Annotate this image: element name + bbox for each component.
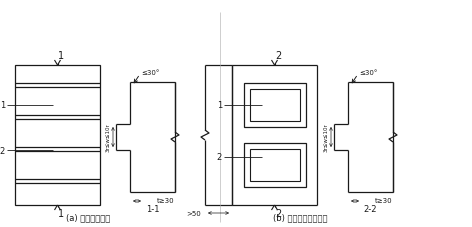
Text: 2: 2 [275,208,282,218]
Text: 1-1: 1-1 [146,205,159,214]
Bar [244,84,306,127]
Text: 3r≤w≤10r: 3r≤w≤10r [106,123,111,152]
Text: >50: >50 [186,210,201,216]
Text: 2: 2 [0,146,5,155]
Text: (b) 键槽（局部）截面: (b) 键槽（局部）截面 [273,212,327,222]
Text: ≤30°: ≤30° [359,70,378,76]
Text: ≤30°: ≤30° [141,70,160,76]
Text: 1: 1 [59,51,65,61]
Bar [250,90,300,121]
Bar [15,66,100,205]
Text: t≥30: t≥30 [157,197,174,203]
Text: 2-2: 2-2 [364,205,377,214]
Bar [250,149,300,181]
Text: 1: 1 [59,208,65,218]
Text: 3r≤w≤10r: 3r≤w≤10r [324,123,329,152]
Bar [244,143,306,187]
Text: 2: 2 [275,51,282,61]
Text: t≥30: t≥30 [374,197,392,203]
Text: 1: 1 [0,101,5,110]
Text: 2: 2 [217,153,222,162]
Text: (a) 键槽贯通截面: (a) 键槽贯通截面 [66,212,110,222]
Text: 1: 1 [217,101,222,110]
